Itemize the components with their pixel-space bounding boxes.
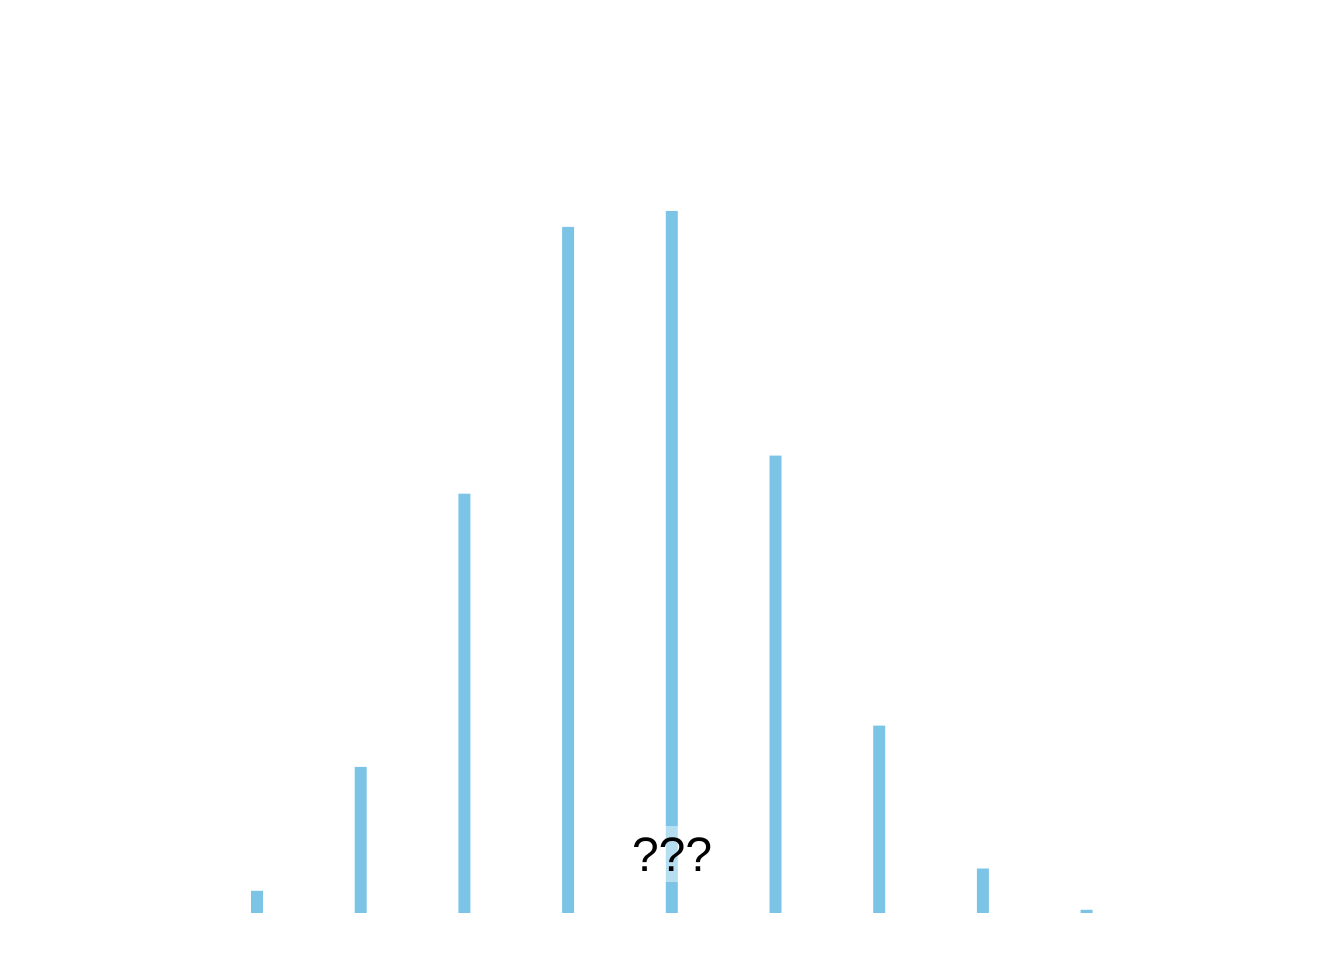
bar-5: [665, 211, 678, 913]
bar-9: [1080, 909, 1093, 913]
bars-group: [251, 211, 1093, 913]
annotation-background: [665, 826, 679, 882]
annotation-label: ???: [631, 829, 713, 882]
bar-7: [873, 725, 886, 913]
bar-2: [354, 766, 367, 913]
bar-6: [769, 455, 782, 913]
bar-4: [562, 226, 575, 913]
bar-8: [976, 868, 989, 913]
bar-1: [251, 890, 263, 913]
bar-3: [458, 493, 471, 913]
